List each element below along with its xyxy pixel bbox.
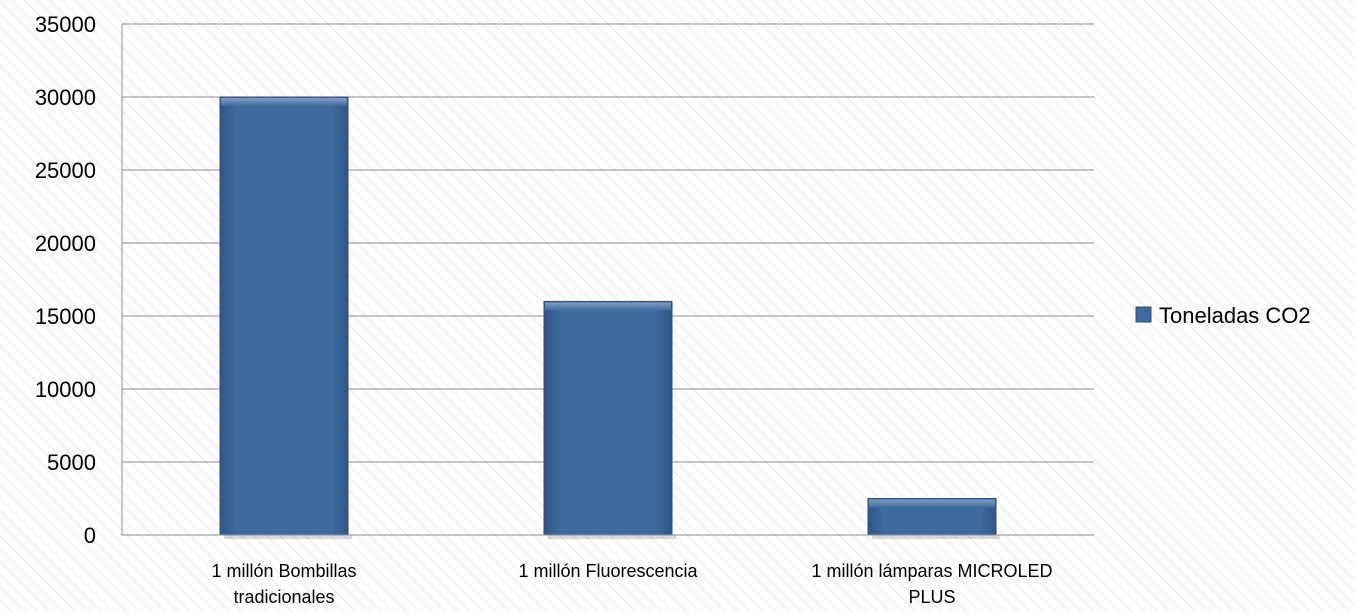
bar-shadow-0 — [224, 535, 352, 539]
y-axis-tick-labels: 0 5000 10000 15000 20000 25000 30000 35000 — [35, 12, 96, 548]
legend: Toneladas CO2 — [1135, 303, 1311, 328]
y-tick-label: 5000 — [47, 450, 96, 475]
y-tick-label: 30000 — [35, 85, 96, 110]
y-tick-label: 10000 — [35, 377, 96, 402]
bar-cap-2 — [869, 499, 995, 508]
bars — [219, 96, 1000, 539]
bar-cap-0 — [221, 98, 347, 106]
x-category-label: 1 millón Fluorescencia — [518, 561, 698, 581]
x-category-label: 1 millón Bombillas — [211, 561, 356, 581]
y-tick-label: 0 — [84, 523, 96, 548]
bar-cap-1 — [545, 302, 671, 311]
y-tick-label: 20000 — [35, 231, 96, 256]
x-category-label: PLUS — [908, 587, 955, 607]
y-tick-label: 15000 — [35, 304, 96, 329]
y-tick-label: 25000 — [35, 158, 96, 183]
x-category-label: tradicionales — [233, 587, 334, 607]
x-category-label: 1 millón lámparas MICROLED — [811, 561, 1052, 581]
bar-1 — [543, 300, 673, 536]
x-axis-category-labels: 1 millón Bombillas tradicionales 1 millón … — [211, 561, 1052, 607]
bar-0 — [219, 96, 349, 536]
legend-swatch — [1135, 306, 1152, 323]
bar-shadow-1 — [548, 535, 676, 539]
legend-label-toneladas-co2: Toneladas CO2 — [1159, 303, 1311, 328]
y-tick-label: 35000 — [35, 12, 96, 37]
bar-shadow-2 — [872, 535, 1000, 539]
